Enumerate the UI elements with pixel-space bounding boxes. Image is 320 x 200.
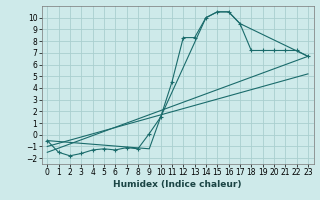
X-axis label: Humidex (Indice chaleur): Humidex (Indice chaleur) [113, 180, 242, 189]
